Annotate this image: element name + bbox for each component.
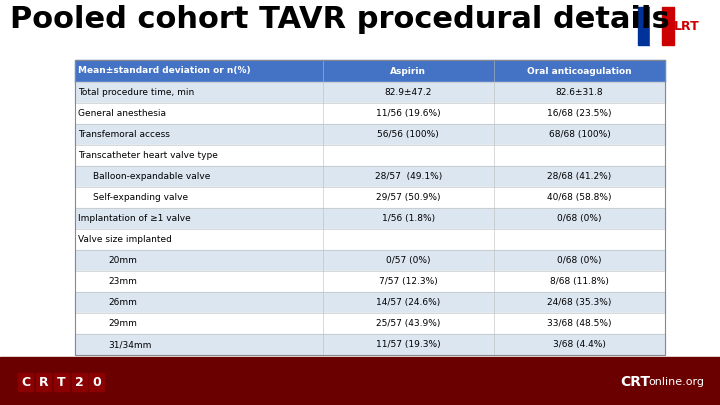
Text: 28/57  (49.1%): 28/57 (49.1%) — [374, 172, 442, 181]
Text: 2: 2 — [75, 375, 84, 388]
Bar — [18, 373, 33, 391]
Text: Pooled cohort TAVR procedural details: Pooled cohort TAVR procedural details — [10, 6, 670, 34]
Bar — [75, 334, 665, 355]
Text: Transfemoral access: Transfemoral access — [78, 130, 170, 139]
Text: 82.9±47.2: 82.9±47.2 — [384, 88, 432, 97]
Text: Implantation of ≥1 valve: Implantation of ≥1 valve — [78, 214, 191, 223]
Text: Total procedure time, min: Total procedure time, min — [78, 88, 194, 97]
Text: General anesthesia: General anesthesia — [78, 109, 166, 118]
Bar — [75, 103, 665, 124]
Bar — [36, 373, 51, 391]
Text: T: T — [57, 375, 66, 388]
Text: 29mm: 29mm — [108, 319, 137, 328]
Text: Balloon-expandable valve: Balloon-expandable valve — [93, 172, 210, 181]
Text: R: R — [39, 375, 48, 388]
Text: 56/56 (100%): 56/56 (100%) — [377, 130, 439, 139]
Bar — [75, 208, 665, 229]
Text: Oral anticoagulation: Oral anticoagulation — [527, 66, 631, 75]
Bar — [662, 7, 674, 45]
Text: 23mm: 23mm — [108, 277, 137, 286]
Text: CRT: CRT — [620, 375, 650, 389]
Text: 7/57 (12.3%): 7/57 (12.3%) — [379, 277, 438, 286]
Text: 28/68 (41.2%): 28/68 (41.2%) — [547, 172, 611, 181]
Bar — [75, 313, 665, 334]
Bar — [54, 373, 69, 391]
Text: 16/68 (23.5%): 16/68 (23.5%) — [547, 109, 612, 118]
Text: 1/56 (1.8%): 1/56 (1.8%) — [382, 214, 435, 223]
Bar — [72, 373, 87, 391]
Bar — [638, 7, 650, 45]
Text: 20mm: 20mm — [108, 256, 137, 265]
Text: 0/68 (0%): 0/68 (0%) — [557, 214, 602, 223]
Text: 3/68 (4.4%): 3/68 (4.4%) — [553, 340, 606, 349]
Text: 11/56 (19.6%): 11/56 (19.6%) — [376, 109, 441, 118]
Bar — [75, 145, 665, 166]
Text: 0/57 (0%): 0/57 (0%) — [386, 256, 431, 265]
Text: C: C — [21, 375, 30, 388]
Text: online.org: online.org — [648, 377, 704, 387]
Text: 26mm: 26mm — [108, 298, 137, 307]
Text: Transcatheter heart valve type: Transcatheter heart valve type — [78, 151, 218, 160]
Bar — [75, 271, 665, 292]
Bar — [89, 373, 104, 391]
Text: 68/68 (100%): 68/68 (100%) — [549, 130, 611, 139]
Text: 0: 0 — [92, 375, 101, 388]
Text: LRT: LRT — [674, 19, 700, 32]
Text: Self-expanding valve: Self-expanding valve — [93, 193, 188, 202]
Text: 8/68 (11.8%): 8/68 (11.8%) — [550, 277, 609, 286]
Text: 14/57 (24.6%): 14/57 (24.6%) — [377, 298, 441, 307]
Text: 11/57 (19.3%): 11/57 (19.3%) — [376, 340, 441, 349]
Text: Aspirin: Aspirin — [390, 66, 426, 75]
Bar — [638, 7, 710, 45]
Bar — [650, 7, 662, 45]
Text: 29/57 (50.9%): 29/57 (50.9%) — [376, 193, 441, 202]
Text: 31/34mm: 31/34mm — [108, 340, 151, 349]
Text: Mean±standard deviation or n(%): Mean±standard deviation or n(%) — [78, 66, 251, 75]
Text: 82.6±31.8: 82.6±31.8 — [556, 88, 603, 97]
Text: 33/68 (48.5%): 33/68 (48.5%) — [547, 319, 612, 328]
Bar — [75, 124, 665, 145]
Text: Valve size implanted: Valve size implanted — [78, 235, 172, 244]
Bar — [75, 60, 665, 82]
Text: 0/68 (0%): 0/68 (0%) — [557, 256, 602, 265]
Text: 24/68 (35.3%): 24/68 (35.3%) — [547, 298, 611, 307]
Bar — [0, 357, 720, 405]
Bar — [75, 187, 665, 208]
Bar — [75, 250, 665, 271]
Bar — [75, 60, 665, 355]
Bar — [75, 166, 665, 187]
Text: 25/57 (43.9%): 25/57 (43.9%) — [376, 319, 441, 328]
Bar — [75, 229, 665, 250]
Bar — [75, 292, 665, 313]
Text: 40/68 (58.8%): 40/68 (58.8%) — [547, 193, 612, 202]
Bar — [75, 82, 665, 103]
